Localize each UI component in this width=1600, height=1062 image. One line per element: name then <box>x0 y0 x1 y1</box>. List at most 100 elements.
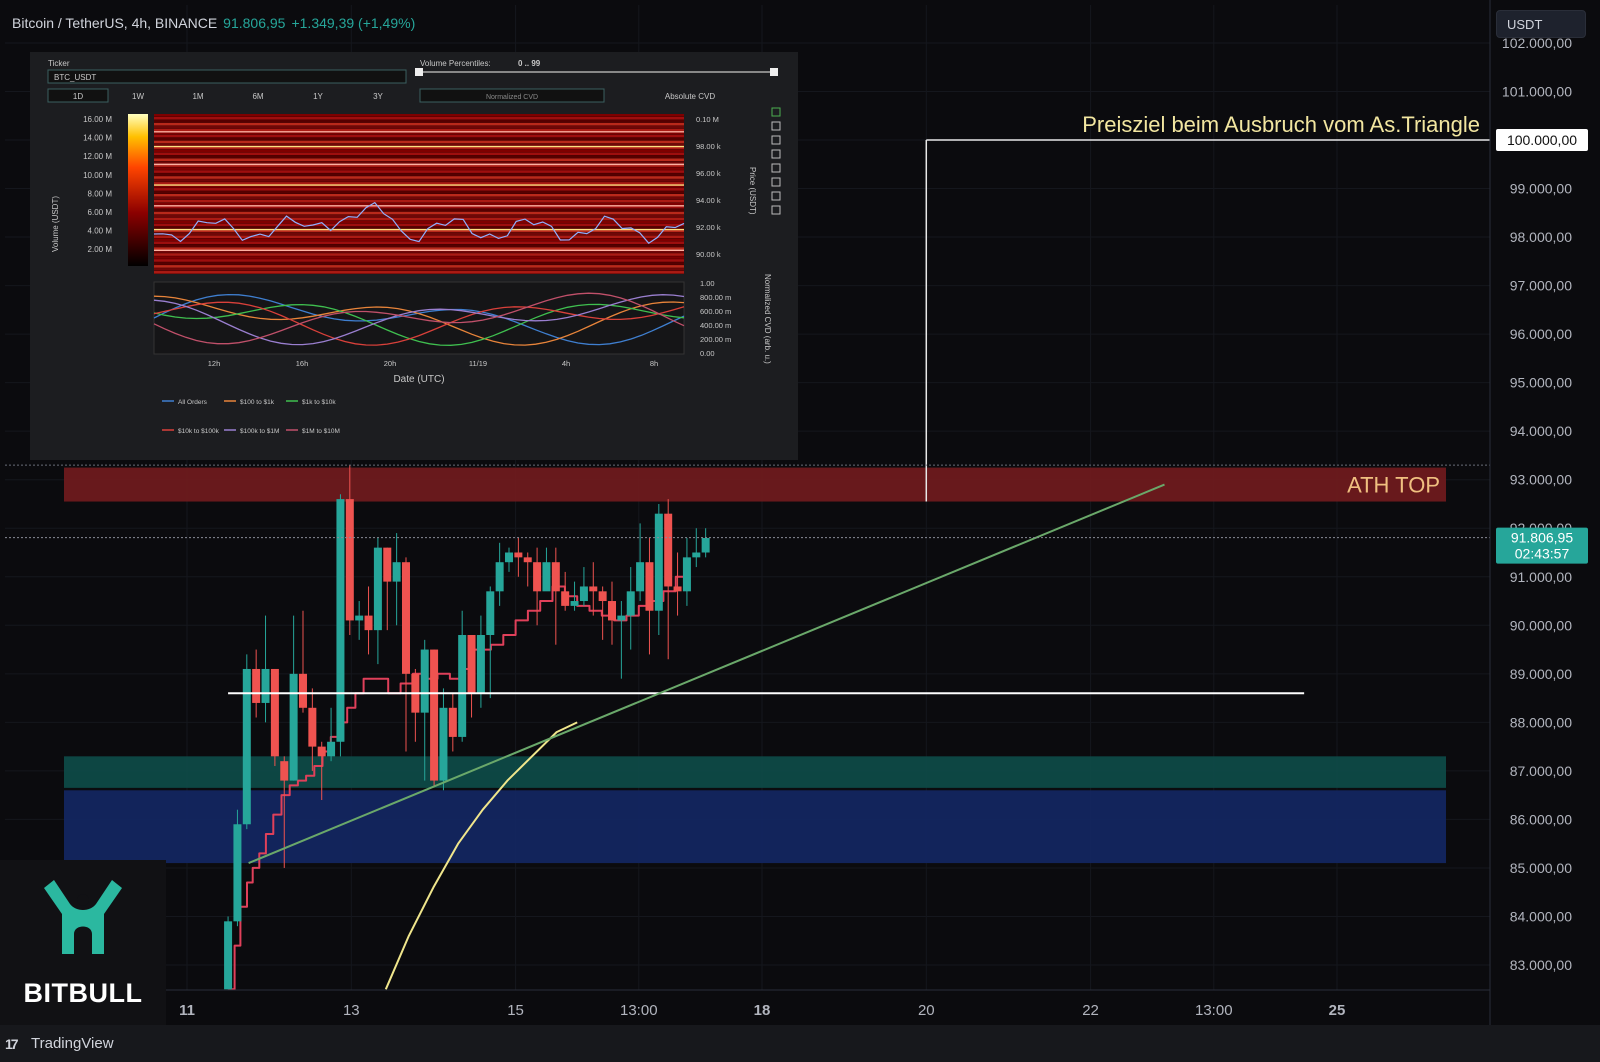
inset-heat-band <box>154 247 684 250</box>
symbol-title[interactable]: Bitcoin / TetherUS, 4h, BINANCE <box>12 15 218 31</box>
inset-cvd-line <box>153 292 685 345</box>
step-line <box>228 575 684 991</box>
inset-heat-band <box>154 238 684 242</box>
inset-heat-band <box>154 202 684 206</box>
inset-cvd-line <box>153 301 685 346</box>
inset-heat-band <box>154 229 684 233</box>
inset-price-tick: 94.00 k <box>696 196 721 205</box>
inset-colorbar-label: Volume (USDT) <box>51 196 60 252</box>
target-annotation: Preisziel beim Ausbruch vom As.Triangle <box>1082 112 1480 137</box>
inset-heat-band <box>154 199 684 203</box>
candle-body <box>589 586 598 592</box>
inset-heat-band <box>154 262 684 265</box>
inset-heat-band <box>154 164 684 167</box>
inset-price-tick: 98.00 k <box>696 142 721 151</box>
inset-colorbar-tick: 4.00 M <box>88 227 113 236</box>
candle-body <box>682 557 691 592</box>
inset-heat-band <box>154 220 684 224</box>
candle-body <box>598 591 607 602</box>
inset-heat-band <box>154 125 684 129</box>
currency-button[interactable]: USDT <box>1496 10 1586 38</box>
candle-body <box>495 562 504 592</box>
inset-heat-band <box>154 194 684 197</box>
last-price-tag <box>1496 527 1588 564</box>
inset-mode-normalized: Normalized CVD <box>486 94 538 101</box>
inset-legend-label: $10k to $100k <box>178 428 220 435</box>
candle-body <box>439 707 448 781</box>
price-change: +1.349,39 (+1,49%) <box>291 15 416 31</box>
zone-blue <box>64 790 1446 864</box>
price-tick-label: 83.000,00 <box>1510 957 1572 973</box>
inset-heat-band <box>154 167 684 170</box>
price-tick-label: 91.000,00 <box>1510 569 1572 585</box>
inset-tool-icon <box>771 163 781 173</box>
candle-body <box>364 615 373 631</box>
inset-tool-icon <box>771 149 781 159</box>
zone-ath-top <box>64 467 1446 502</box>
price-tick-label: 102.000,00 <box>1502 35 1572 51</box>
inset-tool-icon <box>771 121 781 131</box>
candle-body <box>298 673 307 708</box>
inset-percentiles-value: 0 .. 99 <box>518 59 541 68</box>
candle-body <box>533 562 542 592</box>
inset-colorbar-tick: 14.00 M <box>83 134 112 143</box>
inset-price-tick: 92.00 k <box>696 223 721 232</box>
inset-cvd-tick: 0.00 <box>700 349 715 358</box>
inset-slider-handle <box>415 68 423 76</box>
chart-canvas[interactable]: Preisziel beim Ausbruch vom As.Triangle A… <box>0 0 1600 1025</box>
candle-body <box>383 547 392 582</box>
inset-heat-band <box>154 226 684 230</box>
inset-colorbar <box>128 114 148 266</box>
time-tick-label: 20 <box>918 1002 935 1019</box>
price-tick-label: 89.000,00 <box>1510 666 1572 682</box>
price-tick-label: 95.000,00 <box>1510 375 1572 391</box>
price-axis: 83.000,00 84.000,00 85.000,00 86.000,00 87.0… <box>1489 0 1600 1025</box>
inset-cvd-line <box>153 295 685 346</box>
price-axis-bg <box>1490 0 1600 1025</box>
inset-cvd-tick: 1.00 <box>700 279 715 288</box>
inset-period-1m: 1M <box>192 92 203 101</box>
logo-name: BITBULL <box>23 978 143 1008</box>
inset-heat-band <box>154 176 684 179</box>
annotation-layer: Preisziel beim Ausbruch vom As.Triangle A… <box>5 112 1490 865</box>
price-tick-label: 93.000,00 <box>1510 472 1572 488</box>
candle-body <box>261 668 270 703</box>
inset-heat-band <box>154 232 684 236</box>
inset-heat-band <box>154 143 684 147</box>
inset-heat-band <box>154 185 684 188</box>
candle-body <box>308 707 317 747</box>
trend-line <box>248 483 1165 865</box>
inset-heat-band <box>154 268 684 271</box>
countdown-label: 02:43:57 <box>1515 546 1570 562</box>
inset-tool-icon <box>771 177 781 187</box>
inset-tool-icon <box>771 135 781 145</box>
inset-heat-band <box>154 256 684 259</box>
inset-heat-band <box>154 208 684 212</box>
inset-heat-band <box>154 152 684 156</box>
time-tick-label: 15 <box>507 1002 524 1019</box>
inset-cvd-line <box>153 294 685 346</box>
bull-icon <box>44 880 122 954</box>
price-tick-label: 84.000,00 <box>1510 908 1572 924</box>
tradingview-brand[interactable]: TradingView <box>31 1035 114 1052</box>
inset-period-6m: 6M <box>252 92 263 101</box>
inset-heat-band <box>154 146 684 150</box>
candle-body <box>486 591 495 635</box>
inset-period-active <box>47 88 109 103</box>
inset-heat-band <box>154 253 684 256</box>
price-tick-label: 90.000,00 <box>1510 617 1572 633</box>
candle-body <box>242 668 251 825</box>
inset-heat-band <box>154 250 684 253</box>
candle-body <box>542 562 551 592</box>
inset-legend-label: All Orders <box>178 399 208 406</box>
inset-period-1w: 1W <box>132 92 144 101</box>
inset-heat-band <box>154 158 684 162</box>
candle-body <box>224 921 233 990</box>
price-tick-label: 94.000,00 <box>1510 423 1572 439</box>
inset-heat-band <box>154 149 684 153</box>
candle-body <box>270 668 279 757</box>
candle-body <box>373 547 382 631</box>
inset-mode-absolute: Absolute CVD <box>665 92 715 101</box>
inset-heat-band <box>154 188 684 191</box>
inset-time-label: Date (UTC) <box>393 374 444 385</box>
